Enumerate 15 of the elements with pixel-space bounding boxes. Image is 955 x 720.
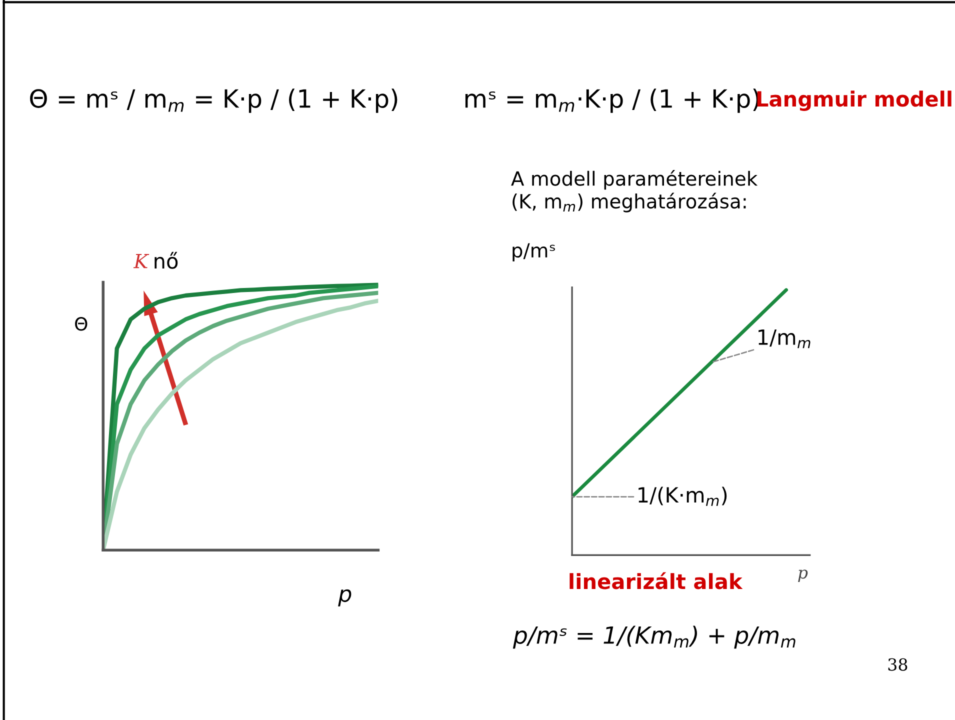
text: 38 — [888, 658, 908, 671]
text: Langmuir modell — [757, 90, 952, 111]
text: K — [133, 254, 150, 268]
chart-title: A modell paramétereinek (K, m$_{m}$) meghatározása: — [511, 170, 758, 212]
text: nő — [154, 252, 178, 269]
x-axis-title: p — [338, 589, 352, 606]
text: linearizált alak — [570, 572, 743, 590]
y-axis-title: p/mˢ — [512, 243, 555, 262]
text: Θ = mˢ / m$_{m}$ = K·p / (1 + K·p) — [30, 88, 398, 113]
annotation: 1/m$_{m}$ — [758, 330, 810, 348]
annotation: 1/(K·m$_{m}$) — [638, 486, 727, 506]
y-axis-title: Θ — [75, 317, 88, 331]
x-axis-title: p — [798, 570, 808, 582]
text: mˢ = m$_{m}$·K·p / (1 + K·p) — [465, 88, 759, 113]
text: p/mˢ = 1/(Km$_{m}$) + p/m$_{m}$ — [512, 626, 796, 649]
